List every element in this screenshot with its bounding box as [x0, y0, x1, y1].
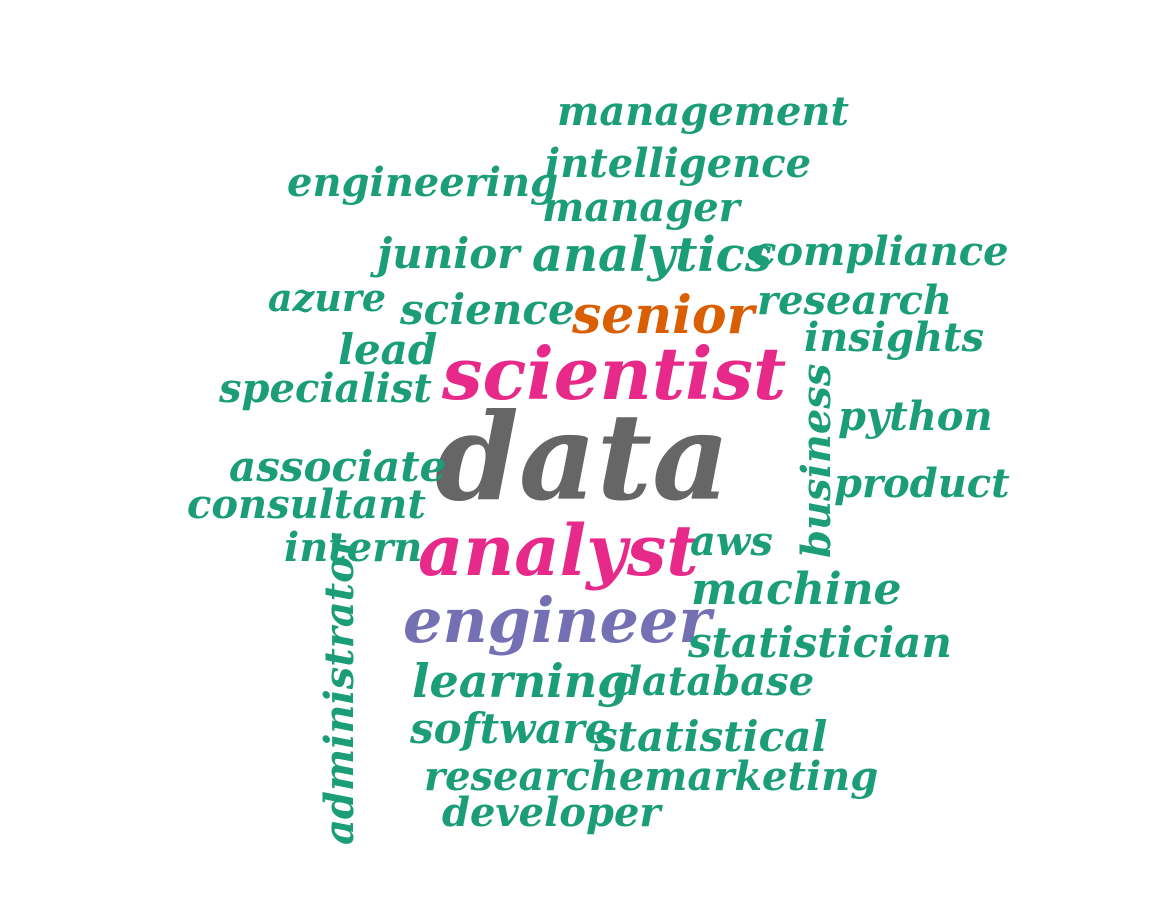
word-insights: insights — [804, 314, 985, 361]
word-research: research — [757, 277, 952, 324]
word-azure: azure — [268, 275, 387, 320]
word-statistician: statistician — [688, 618, 952, 667]
word-researcher: researcher — [424, 753, 666, 800]
word-science: science — [400, 285, 575, 334]
word-developer: developer — [442, 789, 661, 836]
word-learning: learning — [412, 654, 630, 708]
word-junior: junior — [377, 229, 520, 278]
word-business: business — [793, 363, 840, 558]
word-analyst: analyst — [418, 509, 699, 592]
word-software: software — [410, 704, 612, 753]
word-senior: senior — [572, 285, 754, 346]
word-administrator: administrator — [316, 535, 363, 845]
word-product: product — [834, 460, 1010, 507]
word-aws: aws — [690, 518, 773, 565]
word-intern: intern — [284, 524, 423, 571]
word-management: management — [557, 88, 849, 135]
word-engineering: engineering — [287, 159, 558, 206]
word-scientist: scientist — [442, 331, 787, 416]
word-analytics: analytics — [532, 227, 772, 283]
word-database: database — [614, 658, 815, 705]
word-marketing: marketing — [645, 753, 879, 800]
word-statistical: statistical — [594, 712, 828, 761]
word-compliance: compliance — [752, 228, 1009, 275]
word-associate: associate — [229, 442, 447, 491]
word-data: data — [435, 387, 730, 528]
word-engineer: engineer — [403, 584, 712, 657]
word-python: python — [838, 393, 993, 440]
word-lead: lead — [338, 325, 438, 374]
word-specialist: specialist — [219, 365, 432, 412]
word-machine: machine — [691, 564, 902, 615]
word-manager: manager — [542, 184, 740, 231]
word-intelligence: intelligence — [545, 140, 812, 187]
word-consultant: consultant — [187, 481, 426, 528]
